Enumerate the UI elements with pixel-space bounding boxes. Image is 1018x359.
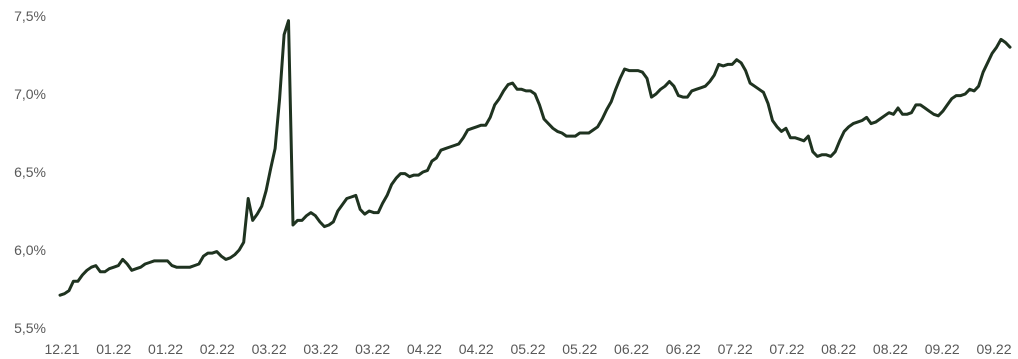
x-tick-label: 01.22 bbox=[96, 341, 131, 357]
x-tick-label: 02.22 bbox=[200, 341, 235, 357]
y-tick-label: 5,5% bbox=[14, 320, 46, 336]
x-tick-label: 04.22 bbox=[459, 341, 494, 357]
y-tick-label: 6,0% bbox=[14, 242, 46, 258]
x-tick-label: 03.22 bbox=[252, 341, 287, 357]
series-line bbox=[58, 19, 1012, 297]
x-tick-label: 09.22 bbox=[925, 341, 960, 357]
x-tick-label: 09.22 bbox=[976, 341, 1011, 357]
x-tick-label: 08.22 bbox=[821, 341, 856, 357]
y-axis: 5,5% 6,0% 6,5% 7,0% 7,5% bbox=[14, 8, 46, 336]
x-tick-label: 03.22 bbox=[303, 341, 338, 357]
x-tick-label: 05.22 bbox=[510, 341, 545, 357]
x-tick-label: 06.22 bbox=[614, 341, 649, 357]
y-tick-label: 6,5% bbox=[14, 164, 46, 180]
x-tick-label: 07.22 bbox=[718, 341, 753, 357]
x-tick-label: 04.22 bbox=[407, 341, 442, 357]
plot-area bbox=[58, 19, 1012, 297]
x-axis: 12.21 01.22 01.22 02.22 03.22 03.22 03.22 04.22… bbox=[44, 341, 1011, 357]
x-tick-label: 03.22 bbox=[355, 341, 390, 357]
x-tick-label: 01.22 bbox=[148, 341, 183, 357]
y-tick-label: 7,0% bbox=[14, 86, 46, 102]
x-tick-label: 06.22 bbox=[666, 341, 701, 357]
x-tick-label: 05.22 bbox=[562, 341, 597, 357]
x-tick-label: 12.21 bbox=[44, 341, 79, 357]
x-tick-label: 08.22 bbox=[873, 341, 908, 357]
y-tick-label: 7,5% bbox=[14, 8, 46, 24]
x-tick-label: 07.22 bbox=[769, 341, 804, 357]
